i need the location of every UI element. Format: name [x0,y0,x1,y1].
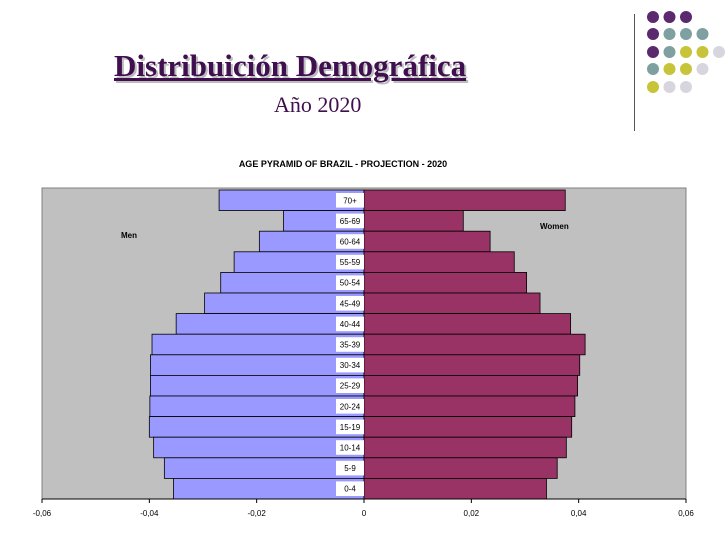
x-tick-label: -0,06 [33,509,52,518]
age-label-bg [336,213,364,229]
x-tick-label: -0,04 [140,509,159,518]
age-label-bg [336,234,364,249]
age-group-label: 50-54 [340,279,361,288]
decorative-dot [647,63,659,75]
age-label-bg [336,399,364,414]
decorative-dot [680,28,692,40]
age-group-label: 25-29 [340,382,361,391]
x-tick-label: 0,02 [464,509,480,518]
decorative-dot [680,81,692,93]
bar-men-6 [175,313,365,335]
bar-women-14 [363,477,547,500]
age-group-label: 65-69 [340,217,361,226]
bar-women-12 [363,436,567,459]
bar-women-0 [363,189,566,212]
age-group-label: 10-14 [340,444,361,453]
decorative-dot [680,11,692,23]
age-label-bg [336,440,364,455]
age-group-label: 5-9 [344,464,356,473]
age-group-label: 35-39 [340,341,361,350]
age-label-bg [336,481,364,496]
decorative-dot [663,81,676,93]
bar-women-11 [363,416,573,438]
age-group-label: 30-34 [340,361,361,370]
age-group-label: 60-64 [340,238,361,247]
bar-men-8 [150,354,365,376]
bar-women-6 [363,313,572,335]
bar-men-12 [153,436,365,459]
age-group-label: 70+ [343,196,357,205]
age-group-label: 20-24 [340,402,361,411]
slide-subtitle: Año 2020 [274,92,362,117]
age-group-label: 0-4 [344,485,356,494]
decorative-dot [663,63,676,75]
age-label-bg [336,254,364,270]
chart-title: AGE PYRAMID OF BRAZIL - PROJECTION - 202… [239,159,447,169]
decorative-dot [713,46,725,58]
bar-men-11 [148,416,365,438]
age-label-bg [336,378,364,393]
decorative-dot [696,46,709,58]
decorative-dot [647,28,659,40]
bar-women-3 [363,251,515,273]
bar-women-2 [363,230,491,253]
age-label-bg [336,316,364,332]
x-tick-label: 0 [362,509,367,518]
age-pyramid-chart: AGE PYRAMID OF BRAZIL - PROJECTION - 202… [33,159,694,518]
decorative-divider [634,14,635,131]
decorative-dot [680,63,692,75]
bar-men-10 [149,395,365,418]
age-group-label: 45-49 [340,299,361,308]
age-group-label: 40-44 [340,320,361,329]
age-label-bg [336,419,364,435]
decorative-dot [647,11,659,23]
age-group-label: 55-59 [340,258,361,267]
age-label-bg [336,460,364,476]
legend-men: Men [121,231,137,240]
bar-men-9 [150,374,365,397]
decorative-dot [696,63,709,75]
bar-women-8 [363,354,581,376]
decorative-dot [663,46,676,58]
x-tick-label: -0,02 [248,509,267,518]
decorative-dot [647,81,659,93]
age-label-bg [336,275,364,290]
age-label-bg [336,296,364,311]
x-tick-label: 0,06 [678,509,694,518]
age-label-bg [336,193,364,208]
bar-women-4 [363,272,528,294]
bar-women-10 [363,395,576,418]
decorative-dot [663,28,676,40]
decorative-dots [647,11,725,93]
slide-title: Distribuición Demográfica [114,48,467,83]
bar-men-7 [151,333,365,356]
age-group-label: 15-19 [340,423,361,432]
bar-men-13 [163,457,365,479]
bar-women-7 [363,333,586,356]
decorative-dot [663,11,676,23]
bar-women-5 [363,292,541,315]
decorative-dot [680,46,692,58]
bar-women-1 [363,210,464,232]
x-tick-label: 0,04 [571,509,587,518]
decorative-dot [647,46,659,58]
bar-men-14 [173,477,365,500]
bar-women-13 [363,457,558,479]
decorative-dot [696,28,709,40]
legend-women: Women [540,222,569,231]
bar-women-9 [363,374,578,397]
age-label-bg [336,357,364,373]
age-label-bg [336,337,364,352]
